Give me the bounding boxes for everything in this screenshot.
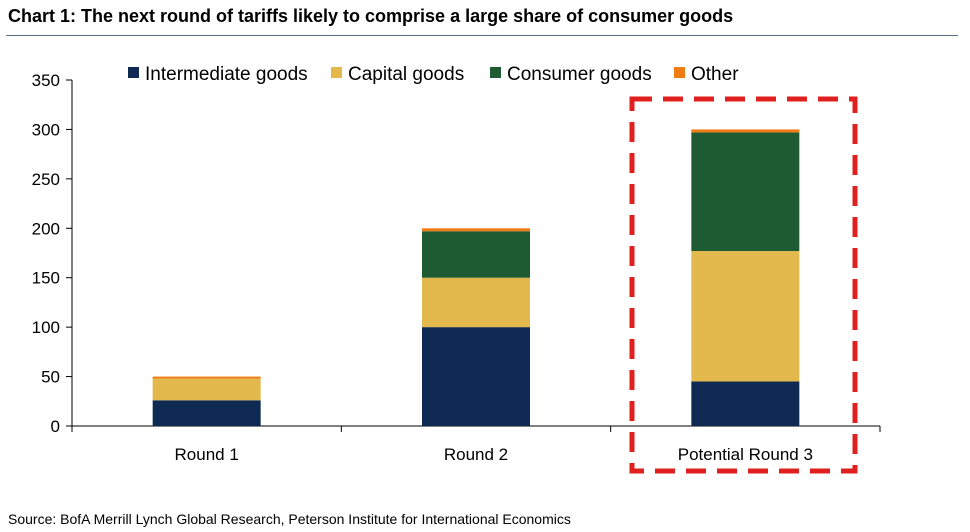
x-axis: Round 1 Round 2 Potential Round 3 (71, 425, 881, 464)
legend-swatch (331, 67, 342, 78)
bar-segment-intermediate-goods (422, 327, 530, 426)
title-divider (6, 35, 958, 36)
legend-swatch (128, 67, 139, 78)
y-tick-label: 0 (51, 417, 60, 436)
y-tick-label: 200 (32, 219, 60, 238)
bar-segment-other (422, 228, 530, 232)
y-tick-label: 300 (32, 120, 60, 139)
y-tick-label: 100 (32, 318, 60, 337)
legend-swatch (490, 67, 501, 78)
y-tick-label: 150 (32, 269, 60, 288)
y-tick-label: 250 (32, 170, 60, 189)
bar-segment-capital-goods (152, 378, 261, 401)
bar-segment-other (152, 376, 261, 379)
bar-segment-intermediate-goods (691, 381, 800, 426)
bar-segment-other (691, 129, 800, 133)
legend-label: Other (691, 64, 739, 85)
highlight (629, 96, 858, 474)
x-tick-label: Potential Round 3 (678, 445, 813, 464)
bar-segment-consumer-goods (691, 132, 800, 252)
legend: Intermediate goods Capital goods Consumer … (128, 64, 739, 85)
legend-label: Intermediate goods (145, 64, 308, 85)
y-axis: 0 50 100 150 200 250 300 350 (32, 71, 73, 436)
legend-label: Consumer goods (507, 64, 652, 85)
y-tick-label: 350 (32, 71, 60, 90)
bar-segment-capital-goods (691, 251, 800, 382)
bar-segment-capital-goods (422, 277, 530, 328)
y-tick-label: 50 (41, 368, 60, 387)
bar-segment-intermediate-goods (152, 400, 261, 426)
x-tick-label: Round 2 (444, 445, 508, 464)
x-tick-label: Round 1 (175, 445, 239, 464)
legend-label: Capital goods (348, 64, 464, 85)
highlight-dashed-box (629, 96, 858, 474)
source-note: Source: BofA Merrill Lynch Global Resear… (8, 511, 571, 527)
bars (152, 129, 800, 426)
bar-segment-consumer-goods (422, 231, 530, 278)
chart-title: Chart 1: The next round of tariffs likel… (8, 6, 734, 26)
chart: 0 50 100 150 200 250 300 350 Round 1 Round 2 Pote… (32, 64, 881, 474)
legend-swatch (674, 67, 685, 78)
